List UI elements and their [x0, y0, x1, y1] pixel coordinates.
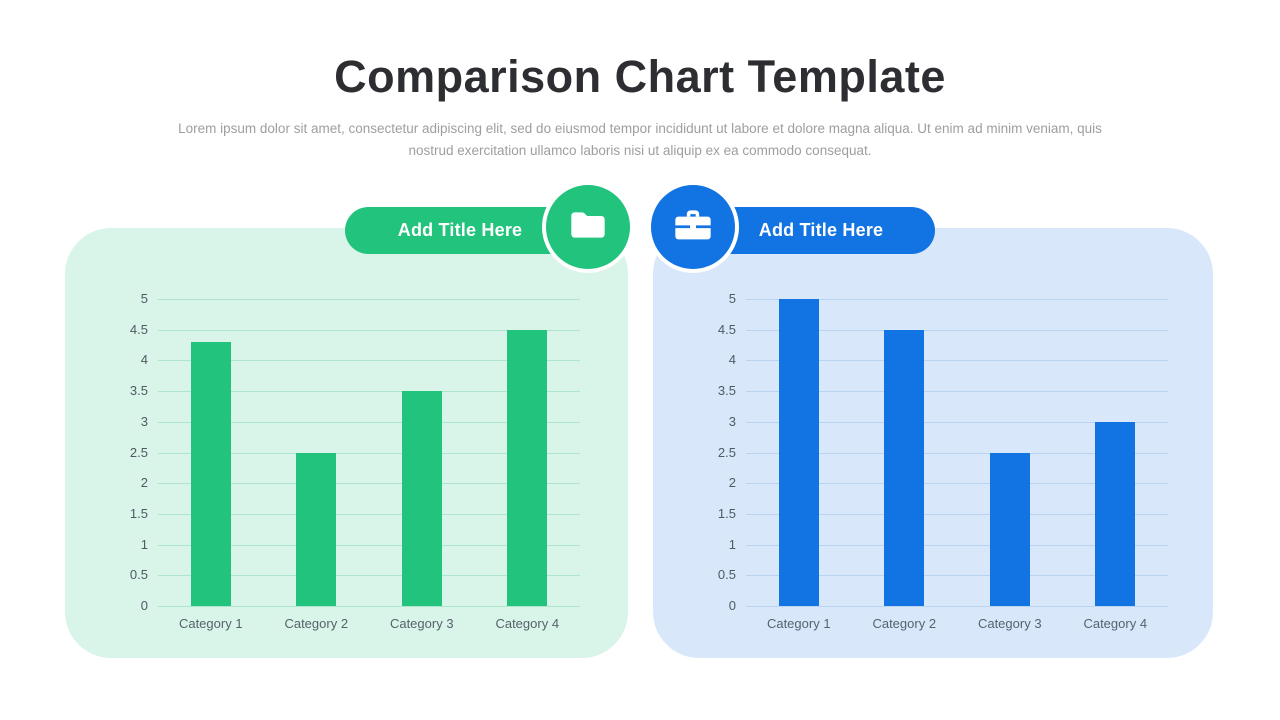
y-tick-label: 3 — [728, 413, 736, 429]
page-title: Comparison Chart Template — [334, 51, 946, 102]
x-category-label: Category 2 — [284, 616, 349, 631]
gridline — [746, 329, 1168, 331]
add-title-label-right: Add Title Here — [758, 220, 884, 240]
gridline — [158, 391, 580, 393]
y-tick-label: 3.5 — [129, 383, 148, 399]
gridline — [746, 421, 1168, 423]
gridline — [158, 299, 580, 300]
briefcase-icon — [673, 205, 713, 250]
x-category-label: Category 3 — [977, 616, 1042, 631]
bar — [401, 391, 442, 606]
x-category-label: Category 3 — [389, 616, 454, 631]
gridline — [158, 513, 580, 515]
gridline — [158, 421, 580, 423]
y-tick-label: 5 — [140, 291, 148, 306]
bar — [884, 329, 925, 606]
gridline — [746, 360, 1168, 362]
chart-panel-left: 5 4.5 4 3.5 3 2.5 2 1.5 1 0.5 0 Category 1 Category … — [65, 228, 628, 658]
gridline — [158, 483, 580, 485]
y-tick-label: 1 — [728, 536, 736, 552]
gridline — [746, 606, 1168, 607]
y-tick-label: 1.5 — [717, 505, 736, 521]
briefcase-badge-circle[interactable] — [647, 181, 739, 273]
y-tick-label: 1.5 — [129, 505, 148, 521]
gridline — [158, 360, 580, 362]
y-tick-label: 0 — [728, 598, 736, 613]
x-category-label: Category 2 — [872, 616, 937, 631]
y-tick-label: 4.5 — [717, 321, 736, 337]
gridline — [158, 452, 580, 454]
y-tick-label: 2 — [728, 475, 736, 491]
y-tick-label: 4 — [140, 352, 148, 368]
x-category-label: Category 4 — [495, 616, 560, 631]
folder-icon — [568, 205, 608, 250]
slide-header: Comparison Chart Template Lorem ipsum do… — [0, 52, 1280, 162]
y-tick-label: 3 — [140, 413, 148, 429]
y-tick-label: 0.5 — [717, 567, 736, 583]
bar — [190, 341, 231, 606]
gridline — [746, 299, 1168, 300]
chart-panel-right: 5 4.5 4 3.5 3 2.5 2 1.5 1 0.5 0 Category 1 Category … — [653, 228, 1213, 658]
y-tick-label: 0.5 — [129, 567, 148, 583]
gridline — [746, 575, 1168, 577]
gridline — [746, 391, 1168, 393]
y-tick-label: 4.5 — [129, 321, 148, 337]
folder-badge-circle[interactable] — [542, 181, 634, 273]
gridline — [158, 544, 580, 546]
bar — [296, 452, 337, 606]
y-tick-label: 2.5 — [129, 444, 148, 460]
gridline — [158, 606, 580, 607]
gridline — [746, 483, 1168, 485]
bar-chart-right: 5 4.5 4 3.5 3 2.5 2 1.5 1 0.5 0 Category 1 Category … — [718, 291, 1168, 631]
add-title-label-left: Add Title Here — [397, 220, 523, 240]
bar — [507, 329, 548, 606]
y-tick-label: 2 — [140, 475, 148, 491]
y-tick-label: 1 — [140, 536, 148, 552]
y-tick-label: 5 — [728, 291, 736, 306]
y-tick-label: 3.5 — [717, 383, 736, 399]
x-category-label: Category 4 — [1083, 616, 1148, 631]
x-category-label: Category 1 — [766, 616, 831, 631]
bar-chart-left: 5 4.5 4 3.5 3 2.5 2 1.5 1 0.5 0 Category 1 Category … — [130, 291, 580, 631]
add-title-badge-left[interactable]: Add Title Here — [345, 207, 575, 254]
gridline — [158, 329, 580, 331]
y-tick-label: 2.5 — [717, 444, 736, 460]
y-tick-label: 4 — [728, 352, 736, 368]
gridline — [158, 575, 580, 577]
y-tick-label: 0 — [140, 598, 148, 613]
bar — [989, 452, 1030, 606]
gridline — [746, 513, 1168, 515]
x-category-label: Category 1 — [178, 616, 243, 631]
gridline — [746, 452, 1168, 454]
bar — [1095, 421, 1136, 606]
gridline — [746, 544, 1168, 546]
bar — [778, 299, 819, 606]
page-subtitle: Lorem ipsum dolor sit amet, consectetur … — [178, 120, 1102, 158]
